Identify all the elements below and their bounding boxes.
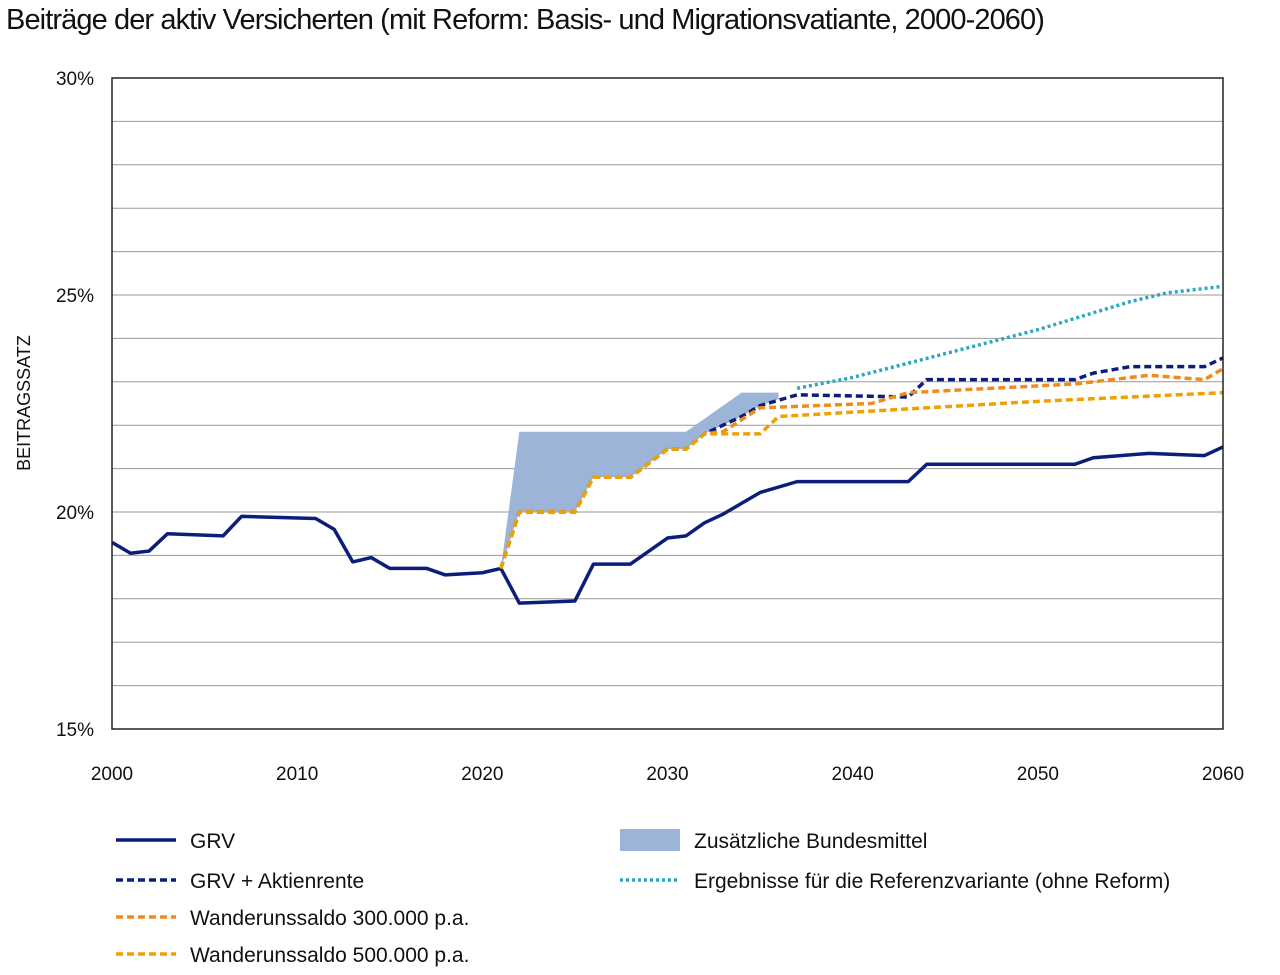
legend-label: Wanderunssaldo 300.000 p.a. <box>190 907 469 930</box>
tick-labels: 2000 2010 2020 2030 2040 2050 2060 15% 20% 25% 30% <box>56 69 1244 785</box>
legend-item-wanderunssaldo-300-000-p-a: Wanderunssaldo 300.000 p.a. <box>116 907 469 930</box>
legend-item-grv: GRV <box>116 830 235 853</box>
y-tick-label-20: 20% <box>56 503 94 524</box>
series-line-grv <box>111 445 1224 605</box>
legend-swatch-area <box>620 829 680 851</box>
y-axis-label: BEITRAGSSATZ <box>14 335 34 471</box>
legend-label: Ergebnisse für die Referenzvariante (ohn… <box>694 870 1170 893</box>
grid-lines <box>112 120 1223 687</box>
legend-label: GRV + Aktienrente <box>190 870 364 893</box>
legend-item-ergebnisse-f-r-die-referenzvariante-ohne-reform: Ergebnisse für die Referenzvariante (ohn… <box>620 870 1170 893</box>
y-tick-label-15: 15% <box>56 720 94 741</box>
plot-frame <box>111 77 1224 730</box>
legend-label: GRV <box>190 830 235 853</box>
x-tick-label-2020: 2020 <box>461 764 503 785</box>
x-tick-label-2060: 2060 <box>1202 764 1244 785</box>
area-zus-tzliche-bundesmittel <box>500 392 779 569</box>
legend-item-wanderunssaldo-500-000-p-a: Wanderunssaldo 500.000 p.a. <box>116 944 469 967</box>
legend-label: Wanderunssaldo 500.000 p.a. <box>190 944 469 967</box>
legend: GRV GRV + Aktienrente Wanderunssaldo 300.0… <box>116 829 1170 967</box>
series-line-wanderunssaldo-500-000-p-a <box>499 390 1224 569</box>
x-tick-label-2000: 2000 <box>91 764 133 785</box>
y-tick-label-30: 30% <box>56 69 94 90</box>
legend-item-zus-tzliche-bundesmittel: Zusätzliche Bundesmittel <box>620 829 927 853</box>
series-layer <box>111 284 1224 605</box>
legend-item-grv-aktienrente: GRV + Aktienrente <box>116 870 364 893</box>
x-tick-label-2040: 2040 <box>832 764 874 785</box>
y-tick-label-25: 25% <box>56 286 94 307</box>
x-tick-label-2050: 2050 <box>1017 764 1059 785</box>
area-layer <box>500 392 779 569</box>
series-line-ergebnisse-f-r-die-referenzvariante-ohne-reform <box>796 284 1224 391</box>
x-tick-label-2010: 2010 <box>276 764 318 785</box>
legend-label: Zusätzliche Bundesmittel <box>694 830 927 853</box>
chart-title: Beiträge der aktiv Versicherten (mit Ref… <box>6 4 1045 36</box>
x-tick-label-2030: 2030 <box>646 764 688 785</box>
